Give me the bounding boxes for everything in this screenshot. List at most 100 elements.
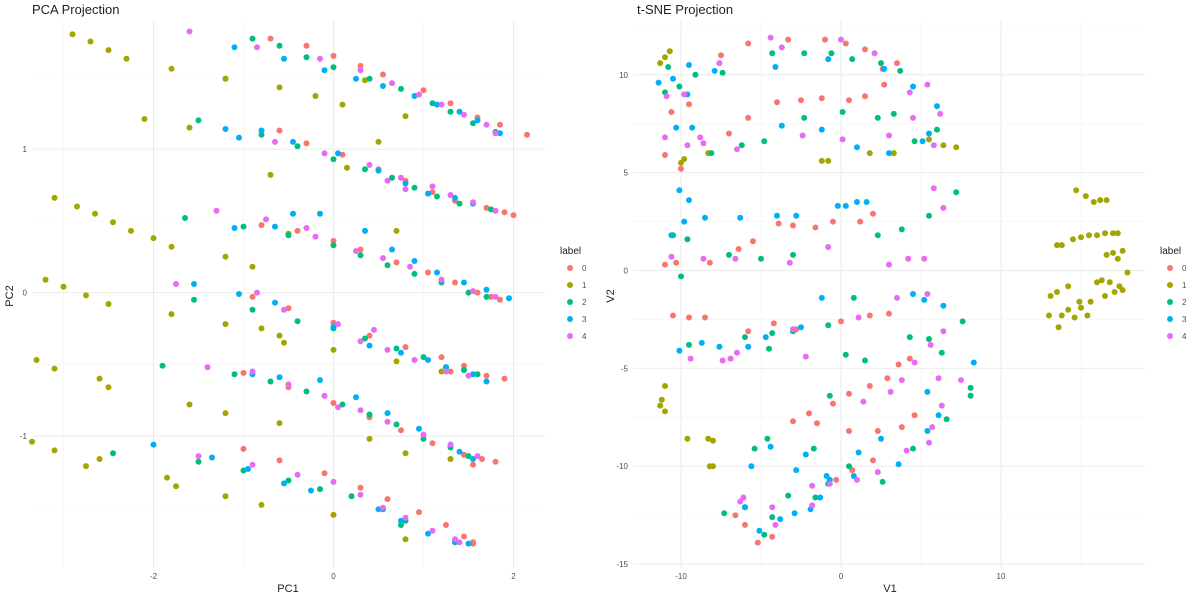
- pca-point-label-4: [213, 207, 220, 214]
- tsne-x-tick-label: -10: [675, 572, 687, 581]
- pca-point-label-1: [281, 339, 287, 346]
- tsne-point-label-4: [906, 89, 913, 96]
- tsne-x-tick-label: 0: [839, 572, 844, 581]
- tsne-point-label-3: [817, 494, 824, 501]
- tsne-point-label-3: [921, 296, 928, 303]
- pca-point-label-0: [501, 375, 508, 382]
- tsne-point-label-0: [742, 521, 748, 528]
- pca-point-label-4: [420, 431, 427, 438]
- pca-point-label-3: [272, 299, 278, 306]
- tsne-point-label-2: [769, 330, 776, 337]
- tsne-point-label-3: [791, 510, 798, 517]
- tsne-point-label-2: [926, 336, 932, 342]
- tsne-point-label-4: [871, 50, 878, 57]
- tsne-point-label-3: [762, 334, 769, 341]
- pca-y-tick-labels: -1 0 1: [20, 145, 28, 441]
- pca-legend-label-0: 0: [582, 264, 587, 273]
- pca-point-label-2: [429, 100, 436, 107]
- tsne-point-label-2: [785, 492, 792, 499]
- tsne-point-label-2: [790, 251, 796, 258]
- pca-point-label-4: [438, 101, 445, 108]
- pca-point-label-0: [510, 212, 517, 219]
- tsne-point-label-3: [926, 130, 932, 137]
- tsne-point-label-2: [828, 50, 835, 57]
- tsne-point-label-0: [706, 259, 713, 266]
- pca-point-label-4: [443, 368, 449, 375]
- tsne-point-label-3: [673, 124, 680, 131]
- tsne-point-label-2: [684, 236, 691, 243]
- pca-point-label-0: [470, 540, 476, 547]
- tsne-point-label-4: [940, 328, 947, 335]
- pca-point-label-2: [339, 401, 346, 408]
- tsne-point-label-0: [862, 93, 868, 100]
- tsne-point-label-1: [1078, 304, 1084, 311]
- tsne-point-label-4: [826, 480, 833, 487]
- pca-legend-label-3: 3: [582, 315, 587, 324]
- tsne-point-label-2: [874, 232, 881, 239]
- tsne-point-label-1: [1114, 255, 1121, 262]
- pca-legend-label-4: 4: [582, 332, 587, 341]
- pca-point-label-0: [330, 237, 337, 244]
- pca-point-label-4: [447, 192, 454, 198]
- pca-point-label-3: [497, 130, 503, 137]
- tsne-point-label-3: [924, 388, 931, 395]
- tsne-point-label-0: [785, 36, 792, 43]
- tsne-point-label-1: [681, 156, 688, 162]
- pca-point-label-2: [357, 252, 364, 259]
- tsne-point-label-4: [924, 81, 931, 88]
- pca-point-label-3: [425, 190, 431, 197]
- tsne-point-label-0: [857, 218, 864, 225]
- pca-point-label-3: [384, 410, 391, 417]
- pca-point-label-1: [168, 311, 175, 318]
- pca-point-label-1: [123, 55, 130, 62]
- tsne-point-label-4: [894, 294, 900, 301]
- pca-point-label-1: [60, 283, 67, 290]
- tsne-point-label-0: [702, 314, 708, 321]
- tsne-title: t-SNE Projection: [637, 2, 733, 17]
- tsne-point-label-1: [1046, 312, 1052, 319]
- tsne-point-label-0: [866, 312, 873, 319]
- tsne-point-label-1: [1097, 197, 1104, 204]
- tsne-point-label-3: [778, 122, 785, 129]
- tsne-point-label-1: [1065, 283, 1072, 290]
- tsne-point-label-1: [662, 383, 668, 389]
- pca-points: [29, 28, 530, 547]
- tsne-point-label-3: [767, 443, 774, 450]
- tsne-point-label-1: [825, 157, 832, 164]
- pca-point-label-2: [398, 85, 404, 92]
- tsne-point-label-0: [745, 114, 752, 121]
- pca-point-label-1: [330, 346, 337, 353]
- pca-point-label-1: [96, 456, 103, 462]
- tsne-point-label-4: [938, 402, 945, 409]
- tsne-point-label-3: [940, 302, 947, 309]
- tsne-point-label-0: [732, 512, 739, 519]
- tsne-point-label-0: [745, 328, 752, 335]
- pca-point-label-4: [416, 91, 422, 98]
- tsne-point-label-0: [686, 101, 692, 108]
- pca-point-label-3: [461, 279, 467, 286]
- pca-point-label-1: [33, 357, 40, 363]
- pca-point-label-2: [362, 166, 368, 173]
- tsne-point-label-2: [842, 351, 849, 358]
- pca-point-label-1: [168, 243, 175, 250]
- pca-point-label-4: [407, 263, 413, 270]
- pca-point-label-1: [402, 536, 409, 543]
- tsne-point-label-2: [758, 255, 764, 262]
- tsne-point-label-4: [911, 359, 918, 366]
- tsne-point-label-2: [849, 56, 856, 63]
- tsne-point-label-2: [810, 445, 817, 452]
- pca-point-label-1: [69, 31, 76, 38]
- tsne-point-label-1: [1098, 277, 1105, 284]
- tsne-point-label-3: [924, 428, 931, 434]
- tsne-point-label-4: [898, 377, 905, 384]
- tsne-point-label-4: [663, 93, 670, 100]
- tsne-point-label-4: [809, 482, 816, 489]
- tsne-point-label-1: [658, 396, 665, 403]
- pca-point-label-0: [501, 209, 508, 216]
- tsne-point-label-1: [1055, 324, 1062, 331]
- tsne-point-label-1: [953, 144, 960, 151]
- pca-point-label-1: [366, 435, 373, 442]
- pca-legend-key-0: [567, 265, 573, 271]
- tsne-point-label-4: [662, 134, 668, 141]
- pca-point-label-1: [92, 210, 98, 217]
